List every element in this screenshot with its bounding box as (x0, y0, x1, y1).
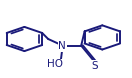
Text: N: N (58, 41, 66, 51)
Text: S: S (92, 61, 98, 71)
Text: HO: HO (47, 59, 63, 69)
